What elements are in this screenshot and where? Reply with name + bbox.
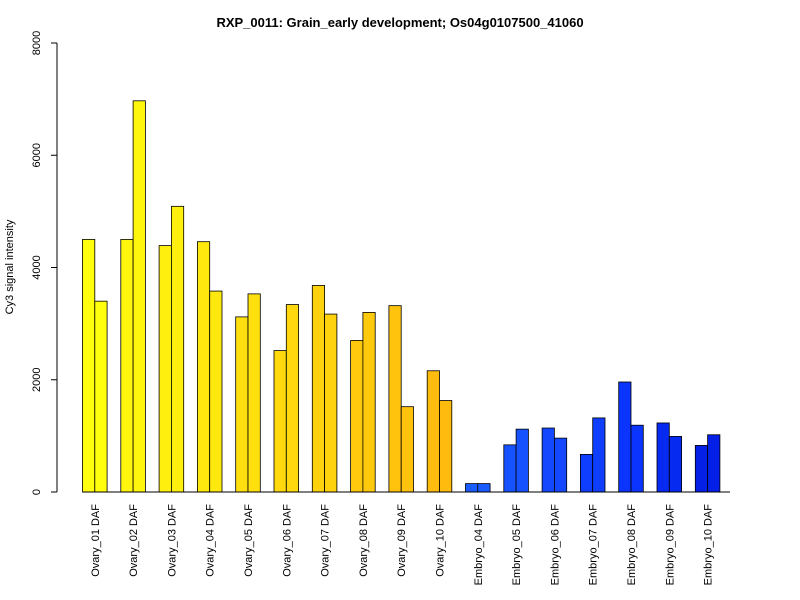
x-tick-label: Ovary_09 DAF [396, 504, 408, 577]
bar [235, 316, 249, 493]
bar [439, 400, 453, 493]
bar [324, 313, 338, 493]
bar [426, 370, 440, 493]
bar [311, 285, 325, 493]
bar [503, 444, 517, 493]
x-tick-label: Ovary_02 DAF [128, 504, 140, 577]
x-tick-labels: Ovary_01 DAF Ovary_02 DAF Ovary_03 DAF Ovar… [90, 504, 715, 586]
bar [580, 453, 594, 493]
bar [82, 239, 96, 493]
bar [132, 100, 146, 493]
x-tick-label: Ovary_01 DAF [90, 504, 102, 577]
bar [515, 428, 529, 493]
bar [170, 205, 185, 493]
y-tick-label: 6000 [31, 143, 43, 167]
x-tick-label: Embryo_10 DAF [703, 504, 715, 586]
x-tick-label: Ovary_08 DAF [358, 504, 370, 577]
bar [630, 424, 644, 493]
x-tick-label: Embryo_05 DAF [511, 504, 523, 586]
bar [465, 483, 479, 493]
y-tick-label: 4000 [31, 255, 43, 279]
bar [541, 427, 555, 493]
x-tick-label: Embryo_08 DAF [626, 504, 638, 586]
bar [668, 436, 682, 493]
x-tick-label: Ovary_07 DAF [320, 504, 332, 577]
x-tick-label: Ovary_05 DAF [243, 504, 255, 577]
y-axis-label: Cy3 signal intensity [4, 219, 16, 314]
bar [247, 293, 261, 493]
bar [158, 245, 172, 493]
bar [618, 381, 632, 493]
x-tick-label: Embryo_09 DAF [664, 504, 676, 586]
bar [400, 406, 414, 493]
x-tick-label: Embryo_04 DAF [473, 504, 485, 586]
x-tick-label: Ovary_10 DAF [435, 504, 447, 577]
bars-group [82, 100, 721, 493]
bar [656, 422, 670, 493]
x-tick-label: Ovary_03 DAF [166, 504, 178, 577]
bar [477, 483, 491, 493]
bar [94, 300, 108, 493]
bar [554, 437, 568, 493]
bar [362, 311, 376, 493]
x-tick-label: Embryo_07 DAF [588, 504, 600, 586]
bar [120, 239, 134, 493]
bar [350, 340, 364, 493]
bar [388, 305, 402, 493]
bar [209, 290, 223, 493]
bar [707, 434, 721, 493]
bar [273, 350, 287, 493]
chart-title: RXP_0011: Grain_early development; Os04g… [216, 15, 583, 30]
x-tick-label: Ovary_04 DAF [205, 504, 217, 577]
y-axis: 0 2000 4000 6000 8000 [31, 31, 58, 495]
x-tick-label: Embryo_06 DAF [549, 504, 561, 586]
bar [694, 445, 708, 493]
x-tick-label: Ovary_06 DAF [281, 504, 293, 577]
y-tick-label: 8000 [31, 31, 43, 55]
y-tick-label: 2000 [31, 368, 43, 392]
bar [592, 417, 606, 493]
bar [285, 304, 299, 493]
y-tick-label: 0 [31, 489, 43, 495]
bar [196, 241, 211, 493]
